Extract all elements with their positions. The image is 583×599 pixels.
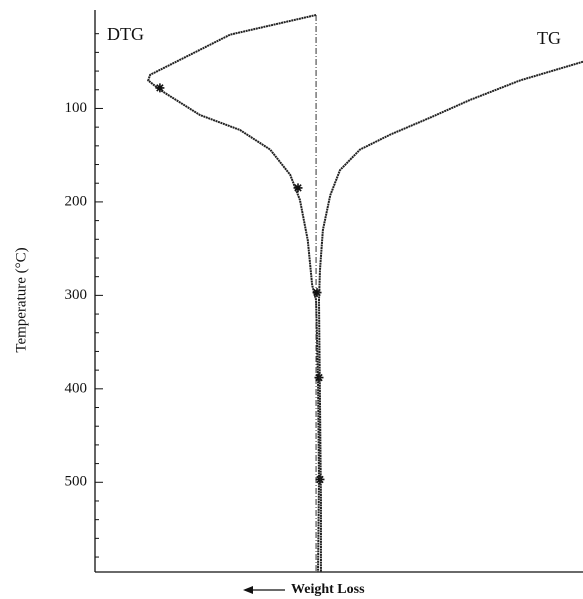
- series-line: [317, 60, 583, 572]
- y-axis-label: Temperature (°C): [13, 247, 29, 352]
- series-label: DTG: [107, 24, 144, 44]
- series-label: TG: [537, 28, 561, 48]
- marker: [293, 183, 303, 193]
- y-tick-label: 500: [65, 474, 88, 490]
- arrow-head: [243, 586, 253, 594]
- marker: [312, 288, 322, 298]
- y-tick-label: 200: [65, 193, 88, 209]
- series-line: [147, 14, 320, 573]
- y-tick-label: 100: [65, 100, 88, 116]
- marker: [155, 83, 165, 93]
- y-tick-label: 300: [65, 287, 88, 303]
- y-tick-label: 400: [65, 380, 88, 396]
- x-axis-label: Weight Loss: [291, 582, 365, 597]
